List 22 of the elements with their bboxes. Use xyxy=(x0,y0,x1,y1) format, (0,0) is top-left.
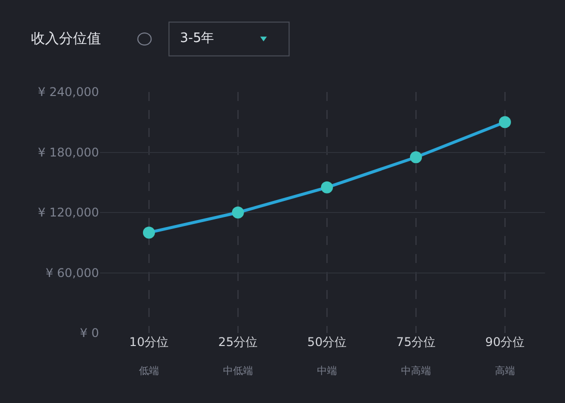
point xyxy=(142,226,155,239)
x-tick-label: 90分位 xyxy=(485,335,525,349)
y-tick-label: ¥ 180,000 xyxy=(38,145,99,160)
text: 低端 xyxy=(139,365,159,377)
point xyxy=(232,206,244,218)
y-tick-label: ¥ 60,000 xyxy=(46,266,99,280)
text: 高端 xyxy=(495,365,515,377)
x-tick-label: 50分位 xyxy=(307,335,347,349)
text: 中高端 xyxy=(401,365,431,377)
text: 中端 xyxy=(317,365,337,377)
x-tick-label: 25分位 xyxy=(218,335,258,349)
point xyxy=(320,181,333,194)
point xyxy=(498,116,511,128)
y-tick-label: ¥ 240,000 xyxy=(38,85,99,100)
point xyxy=(410,151,422,164)
x-tick-label: 10分位 xyxy=(129,335,169,349)
y-tick-label: ¥ 0 xyxy=(80,326,99,340)
text: 3-5年 xyxy=(180,31,214,46)
chart-title: 收入分位值 xyxy=(31,31,101,47)
x-tick-label: 75分位 xyxy=(396,335,436,349)
y-tick-label: ¥ 120,000 xyxy=(38,206,99,220)
text: 中低端 xyxy=(223,365,253,377)
